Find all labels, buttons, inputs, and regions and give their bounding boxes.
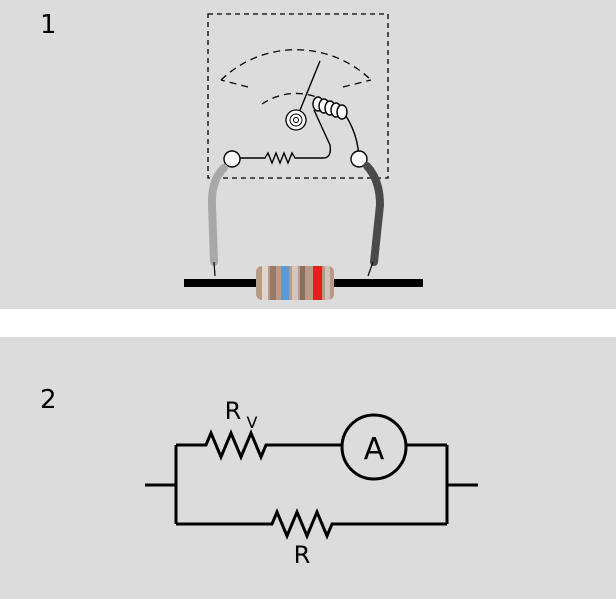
terminal-left xyxy=(223,150,241,168)
meter-housing-outline xyxy=(207,13,389,179)
panel-background xyxy=(0,0,616,309)
panel-circuit-schematic: A R V R 2 xyxy=(0,337,616,599)
internal-series-resistor-wire xyxy=(232,109,332,165)
pivot-outer xyxy=(285,109,307,131)
resistor-r xyxy=(176,508,447,540)
meter-illustration xyxy=(0,0,616,309)
lead-right-tip xyxy=(367,261,374,277)
lead-right xyxy=(363,162,385,266)
panel-number: 2 xyxy=(40,385,57,415)
r-label: R xyxy=(294,541,311,569)
resistor-rv xyxy=(176,429,305,461)
pivot-inner xyxy=(293,117,299,123)
pivot-middle xyxy=(289,113,303,127)
ammeter-label: A xyxy=(364,432,385,467)
scale-arc-left-edge xyxy=(220,79,249,88)
rv-label: R xyxy=(225,397,242,425)
panel-meter-illustration: 1 xyxy=(0,0,616,309)
lead-left xyxy=(207,164,228,266)
panel-number: 1 xyxy=(40,10,57,40)
rv-subscript: V xyxy=(247,413,258,432)
meter-coil xyxy=(312,96,348,120)
resistor-bands xyxy=(262,266,330,300)
circuit-schematic: A R V R xyxy=(0,337,616,599)
terminal-right xyxy=(350,150,368,168)
lead-left-tip xyxy=(213,261,216,277)
ammeter-circle xyxy=(340,413,408,481)
scale-arc-right-edge xyxy=(342,79,372,88)
panel-background xyxy=(0,337,616,599)
